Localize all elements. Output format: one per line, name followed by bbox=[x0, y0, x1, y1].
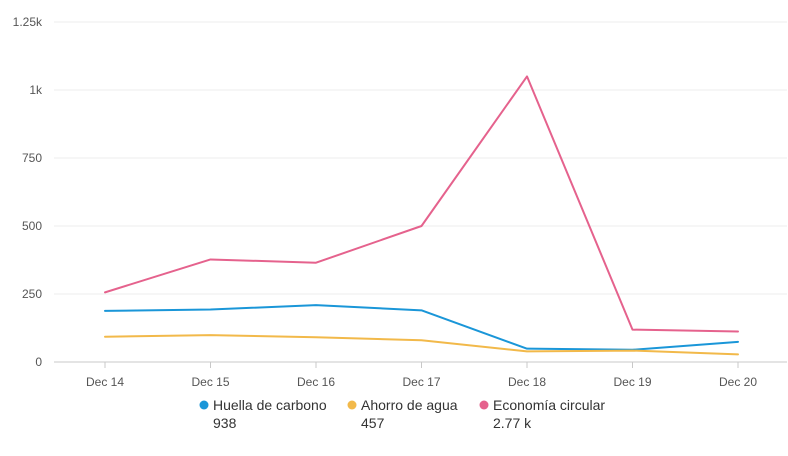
x-tick-label: Dec 19 bbox=[613, 375, 651, 389]
y-tick-label: 1.25k bbox=[13, 15, 43, 29]
y-axis-ticks: 0 250 500 750 1k 1.25k bbox=[13, 15, 43, 369]
x-axis-ticks: Dec 14 Dec 15 Dec 16 Dec 17 Dec 18 Dec 19 Dec … bbox=[86, 375, 757, 389]
legend-item-1[interactable]: Ahorro de agua 457 bbox=[347, 397, 458, 431]
gridlines bbox=[54, 21, 787, 295]
series-lines bbox=[104, 75, 739, 356]
series-line-0[interactable] bbox=[104, 304, 739, 351]
x-tick-label: Dec 17 bbox=[402, 375, 440, 389]
y-tick-label: 750 bbox=[22, 151, 42, 165]
x-axis bbox=[54, 361, 787, 368]
legend[interactable]: Huella de carbono 938 Ahorro de agua 457 Eco… bbox=[199, 397, 606, 431]
y-tick-label: 250 bbox=[22, 287, 42, 301]
y-tick-label: 0 bbox=[35, 355, 42, 369]
legend-label: Huella de carbono bbox=[213, 397, 327, 413]
x-tick-label: Dec 20 bbox=[719, 375, 757, 389]
legend-label: Ahorro de agua bbox=[361, 397, 458, 413]
y-tick-label: 500 bbox=[22, 219, 42, 233]
x-tick-label: Dec 14 bbox=[86, 375, 124, 389]
legend-total: 2.77 k bbox=[493, 415, 532, 431]
x-tick-label: Dec 16 bbox=[297, 375, 335, 389]
y-tick-label: 1k bbox=[29, 83, 43, 97]
legend-marker bbox=[347, 400, 357, 410]
legend-total: 457 bbox=[361, 415, 385, 431]
legend-item-0[interactable]: Huella de carbono 938 bbox=[199, 397, 327, 431]
series-line-2[interactable] bbox=[104, 75, 739, 333]
legend-marker bbox=[199, 400, 209, 410]
legend-marker bbox=[479, 400, 489, 410]
legend-label: Economía circular bbox=[493, 397, 605, 413]
legend-item-2[interactable]: Economía circular 2.77 k bbox=[479, 397, 606, 431]
x-tick-label: Dec 15 bbox=[191, 375, 229, 389]
series-line-1[interactable] bbox=[104, 334, 739, 356]
x-tick-label: Dec 18 bbox=[508, 375, 546, 389]
legend-total: 938 bbox=[213, 415, 237, 431]
